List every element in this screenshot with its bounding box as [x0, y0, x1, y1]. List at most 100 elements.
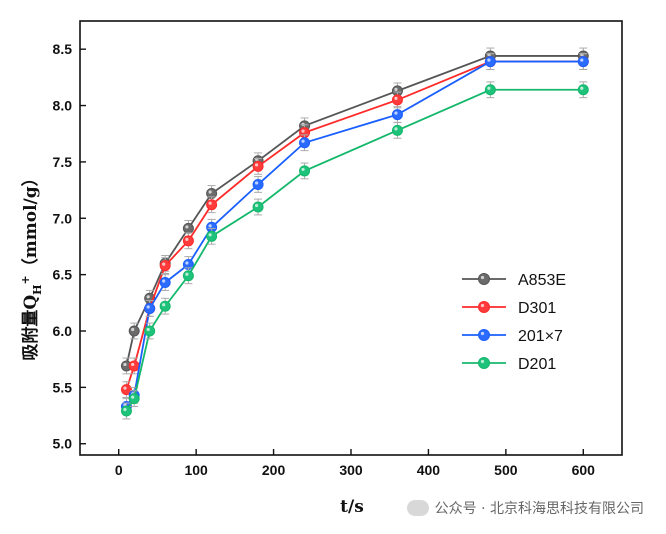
- data-point-highlight: [185, 225, 189, 229]
- data-point: [484, 84, 496, 96]
- legend-label: 201×7: [518, 328, 563, 345]
- legend-label: A853E: [518, 272, 566, 289]
- legend-marker-highlight: [480, 303, 485, 308]
- legend-label: D301: [518, 300, 556, 317]
- data-point-highlight: [123, 362, 127, 367]
- series-layer: [120, 47, 589, 420]
- data-point-highlight: [131, 395, 135, 399]
- series-line: [125, 55, 584, 367]
- data-point-highlight: [254, 163, 259, 167]
- legend-marker: [478, 329, 490, 341]
- data-point-highlight: [185, 272, 189, 276]
- data-point-highlight: [131, 327, 135, 332]
- plot-area: [79, 20, 623, 456]
- x-axis-title: t/s: [340, 497, 364, 517]
- legend-marker-highlight: [480, 275, 485, 280]
- data-point-highlight: [394, 96, 398, 101]
- y-axis: 5.0 5.5 6.0 6.5 7.0 7.5 8.0 8.5: [53, 41, 86, 452]
- data-point-highlight: [487, 58, 491, 62]
- data-point-highlight: [162, 303, 166, 307]
- data-point-highlight: [208, 224, 212, 228]
- wechat-icon: [406, 500, 429, 516]
- legend-marker: [478, 357, 490, 369]
- watermark-text: 公众号 · 北京科海思科技有限公司: [434, 501, 644, 517]
- data-point: [577, 84, 589, 96]
- data-point-highlight: [301, 167, 305, 172]
- svg-text:吸附量QH+（mmol/g）: 吸附量QH+（mmol/g）: [19, 169, 44, 360]
- data-point-highlight: [208, 233, 212, 237]
- y-tick-label: 6.0: [53, 323, 73, 339]
- y-tick-label: 5.0: [53, 436, 73, 452]
- data-point: [391, 109, 403, 121]
- x-tick-label: 300: [339, 462, 363, 478]
- y-axis-title-sup: +: [19, 275, 32, 284]
- y-tick-label: 6.5: [53, 267, 73, 283]
- data-point-highlight: [301, 139, 305, 143]
- data-point: [159, 260, 171, 272]
- y-axis-title-main: 吸附量Q: [20, 295, 41, 361]
- data-point-highlight: [185, 261, 189, 265]
- data-point: [252, 178, 264, 190]
- data-point: [484, 56, 496, 68]
- data-point: [120, 405, 132, 417]
- data-point-highlight: [185, 237, 189, 241]
- data-point: [144, 302, 156, 314]
- data-point-highlight: [394, 87, 398, 91]
- watermark: 公众号 · 北京科海思科技有限公司: [406, 498, 644, 518]
- data-point-highlight: [208, 190, 212, 194]
- legend-label: D201: [518, 356, 556, 373]
- data-point: [144, 325, 156, 337]
- x-tick-label: 400: [417, 462, 441, 478]
- legend-marker: [478, 301, 490, 313]
- x-tick-label: 600: [572, 462, 596, 478]
- y-tick-label: 7.5: [53, 154, 73, 170]
- data-point-highlight: [146, 295, 150, 299]
- x-tick-label: 0: [115, 462, 123, 478]
- data-point: [182, 235, 194, 247]
- series-line: [125, 60, 584, 390]
- x-axis: 0 100 200 300 400 500 600: [115, 449, 595, 478]
- data-point-highlight: [301, 129, 305, 133]
- x-tick-label: 100: [184, 462, 208, 478]
- data-point: [252, 160, 264, 172]
- y-tick-label: 7.0: [53, 210, 73, 226]
- y-tick-label: 5.5: [53, 379, 73, 395]
- y-axis-title-sub: H: [31, 284, 44, 294]
- data-point: [391, 94, 403, 106]
- data-point: [206, 230, 218, 242]
- data-point: [128, 360, 140, 372]
- series-A853E: [120, 47, 589, 375]
- y-axis-title-unit: （mmol/g）: [20, 169, 41, 275]
- legend-marker: [478, 273, 490, 285]
- data-point: [577, 56, 589, 68]
- data-point-highlight: [162, 262, 166, 266]
- legend: A853E D301 201×7 D201: [462, 272, 566, 373]
- data-point: [182, 270, 194, 282]
- x-tick-label: 200: [262, 462, 286, 478]
- series-line: [125, 88, 584, 412]
- y-axis-title: 吸附量QH+（mmol/g）: [19, 169, 44, 360]
- data-point-highlight: [254, 203, 259, 208]
- data-point: [299, 137, 311, 149]
- data-point-highlight: [580, 58, 584, 62]
- data-point-highlight: [131, 362, 135, 367]
- data-point: [252, 201, 264, 213]
- legend-marker-highlight: [480, 359, 485, 364]
- data-point-highlight: [208, 201, 212, 205]
- data-point: [159, 277, 171, 289]
- data-point-highlight: [123, 407, 127, 412]
- data-point-highlight: [394, 127, 398, 131]
- data-point-highlight: [254, 181, 259, 185]
- y-tick-label: 8.0: [53, 98, 73, 114]
- data-point: [128, 325, 140, 337]
- legend-marker-highlight: [480, 331, 485, 336]
- data-point-highlight: [580, 86, 584, 90]
- data-point-highlight: [146, 305, 150, 309]
- data-point: [159, 300, 171, 312]
- data-point-highlight: [146, 327, 150, 332]
- series-line: [125, 60, 584, 408]
- data-point: [128, 393, 140, 405]
- y-tick-label: 8.5: [53, 41, 73, 57]
- data-point: [206, 199, 218, 211]
